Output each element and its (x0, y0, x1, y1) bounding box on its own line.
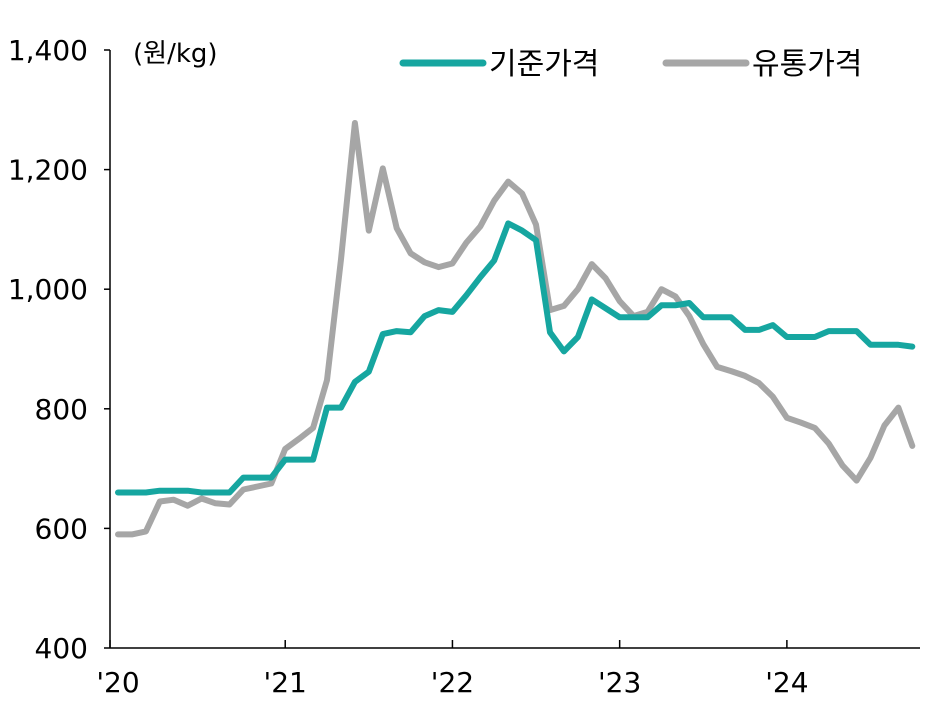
legend-label-1: 유통가격 (752, 47, 862, 82)
series-line-1 (115, 120, 916, 538)
x-tick-label: '21 (264, 666, 307, 699)
x-axis: '20 '21 '22 '23 '24 (96, 640, 920, 699)
y-tick-label: 1,400 (8, 34, 88, 67)
y-tick-group: 400 600 800 1,000 1,200 1,400 (8, 34, 110, 665)
y-unit-label: (원/kg) (133, 39, 218, 69)
y-axis: 400 600 800 1,000 1,200 1,400 (8, 34, 111, 665)
x-tick-label: '22 (431, 666, 474, 699)
legend: 기준가격 유통가격 (399, 47, 862, 82)
y-tick-label: 600 (35, 512, 88, 545)
x-tick-group: '20 '21 '22 '23 '24 (96, 640, 809, 699)
x-tick-label: '20 (96, 666, 139, 699)
series-line-0 (115, 220, 916, 496)
y-tick-label: 800 (35, 393, 88, 426)
legend-label-0: 기준가격 (489, 47, 599, 82)
y-tick-label: 1,200 (8, 154, 88, 187)
series-group (115, 120, 916, 538)
x-tick-label: '24 (765, 666, 808, 699)
x-tick-label: '23 (598, 666, 641, 699)
y-tick-label: 400 (35, 632, 88, 665)
y-tick-label: 1,000 (8, 273, 88, 306)
